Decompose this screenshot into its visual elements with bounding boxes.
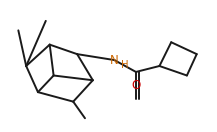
Text: O: O	[131, 79, 141, 92]
Text: N: N	[110, 54, 119, 67]
Text: H: H	[121, 60, 129, 70]
